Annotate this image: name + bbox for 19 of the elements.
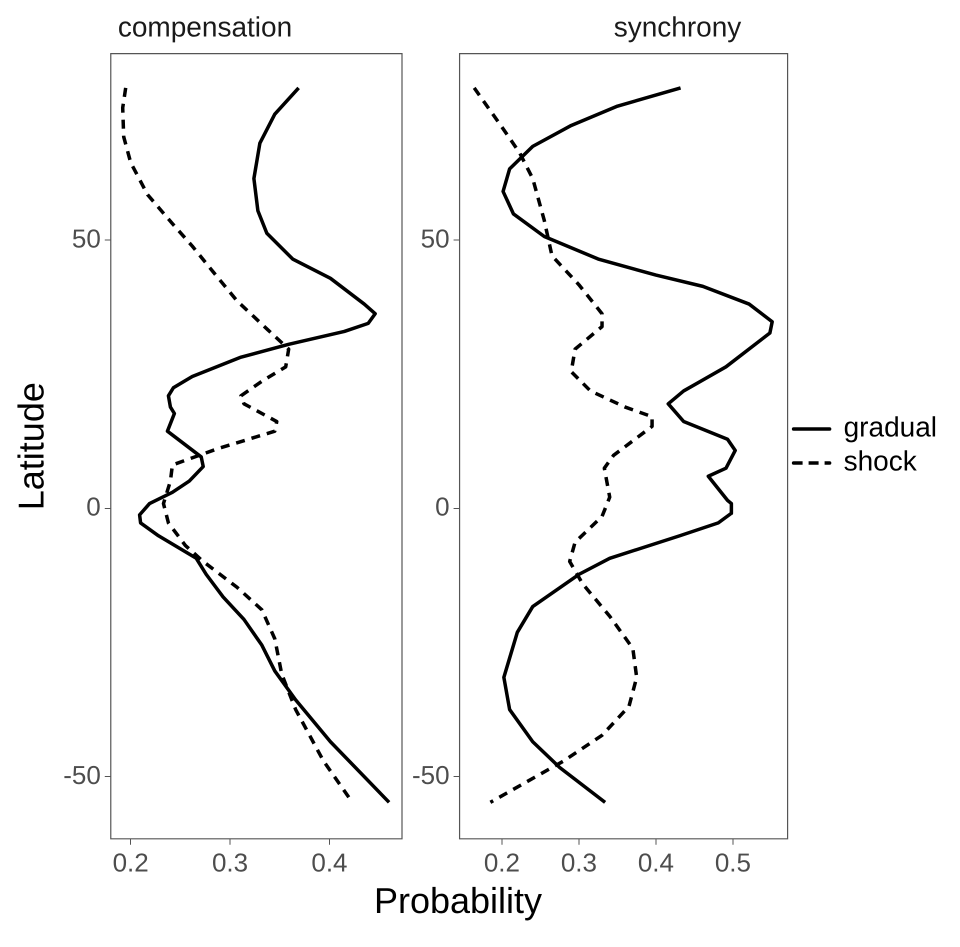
- y-tick-label: 0: [435, 492, 450, 522]
- y-tick-label: 50: [72, 223, 101, 254]
- x-tick-label: 0.2: [484, 848, 520, 878]
- x-tick-label: 0.4: [638, 848, 674, 878]
- y-tick-label: 50: [420, 223, 450, 254]
- x-tick-label: 0.5: [714, 848, 752, 878]
- chart-title: synchrony: [614, 12, 742, 43]
- x-axis-title: Probability: [372, 880, 544, 922]
- y-tick-label: -50: [63, 760, 101, 790]
- y-axis-title: Latitude: [10, 382, 52, 510]
- x-tick-label: 0.4: [311, 848, 348, 878]
- y-tick-label: -50: [412, 760, 450, 790]
- x-tick-label: 0.3: [212, 848, 248, 878]
- y-tick-label: 0: [86, 492, 101, 522]
- legend-label: shock: [844, 446, 918, 477]
- legend-label: gradual: [844, 412, 937, 443]
- x-tick-label: 0.2: [112, 848, 149, 878]
- x-tick-label: 0.3: [560, 848, 598, 878]
- chart-title: compensation: [118, 12, 292, 43]
